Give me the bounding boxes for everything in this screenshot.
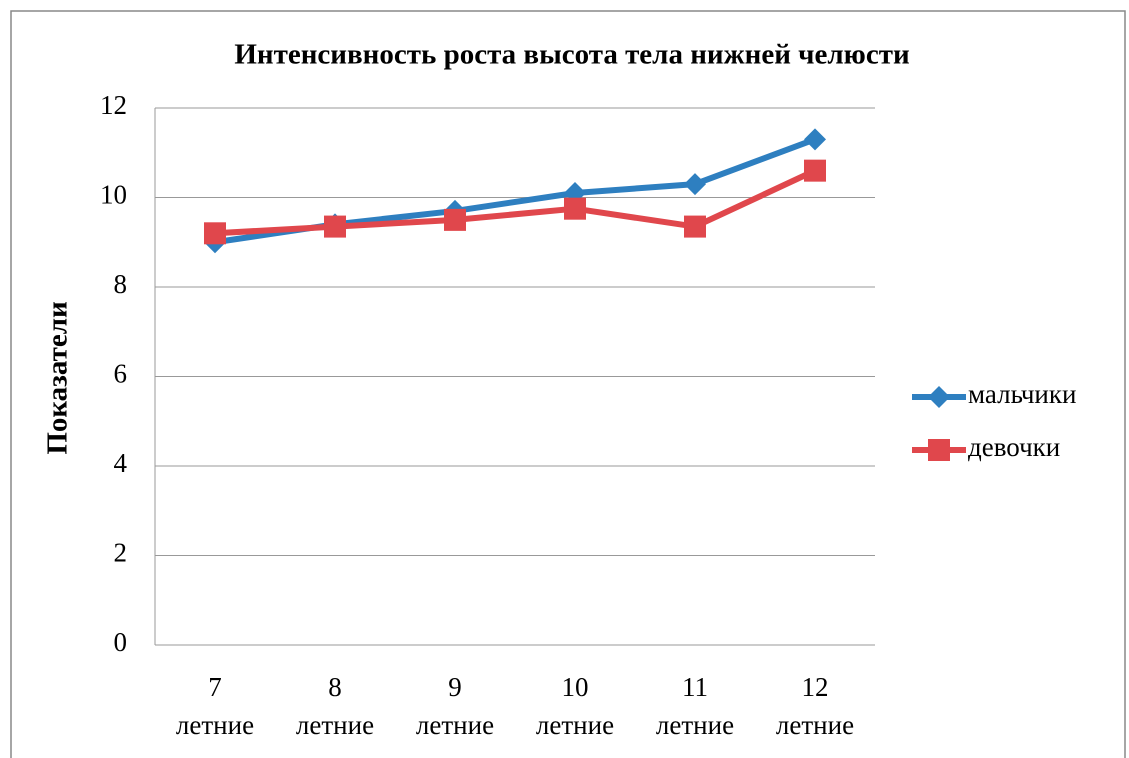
- y-tick-label: 8: [114, 269, 128, 299]
- chart-frame: [10, 10, 1126, 758]
- legend-marker: [928, 386, 950, 408]
- x-tick-label: 10 летние: [536, 672, 614, 740]
- data-point: [444, 208, 466, 231]
- y-tick-label: 12: [100, 90, 127, 120]
- y-tick-label: 4: [114, 448, 128, 478]
- y-tick-label: 2: [114, 538, 128, 568]
- data-point: [204, 222, 226, 245]
- y-tick-label: 10: [100, 180, 127, 210]
- x-tick-label: 7 летние: [176, 672, 254, 740]
- legend-label: девочки: [968, 432, 1060, 462]
- x-tick-label: 9 летние: [416, 672, 494, 740]
- legend-marker: [928, 439, 950, 461]
- chart-title: Интенсивность роста высота тела нижней ч…: [234, 39, 909, 71]
- y-tick-label: 6: [114, 359, 128, 389]
- y-tick-label: 0: [114, 627, 128, 657]
- x-tick-label: 11 летние: [656, 672, 734, 740]
- y-axis-label: Показатели: [42, 301, 74, 454]
- data-point: [324, 215, 346, 238]
- data-point: [804, 159, 826, 182]
- data-point: [804, 128, 826, 151]
- series-line: [214, 167, 817, 237]
- legend-label: мальчики: [968, 379, 1076, 409]
- data-point: [684, 215, 706, 238]
- x-tick-label: 12 летние: [776, 672, 854, 740]
- x-tick-label: 8 летние: [296, 672, 374, 740]
- data-point: [564, 197, 586, 220]
- data-point: [684, 173, 706, 196]
